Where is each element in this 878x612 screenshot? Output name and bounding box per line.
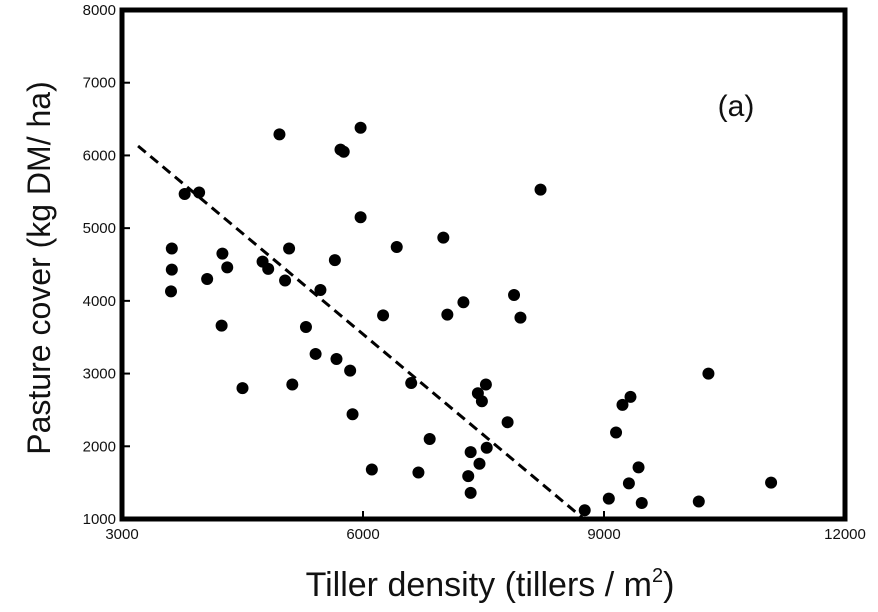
y-tick-label: 2000 <box>83 438 116 455</box>
x-axis-title-main: Tiller density (tillers / m <box>306 566 652 604</box>
axis-ticks: 3000 6000 9000 12000 1000 2000 3000 4000 5000 600… <box>83 2 866 543</box>
data-point <box>602 492 615 505</box>
data-point <box>286 378 299 391</box>
y-tick-label: 3000 <box>83 366 116 383</box>
data-point <box>216 247 229 260</box>
data-point <box>344 364 357 377</box>
data-point <box>299 321 312 334</box>
data-point <box>314 283 327 296</box>
x-tick-label: 9000 <box>587 526 620 543</box>
panel-label: (a) <box>718 90 755 123</box>
data-point <box>309 347 322 360</box>
data-point <box>412 466 425 479</box>
data-point <box>193 186 206 199</box>
data-point <box>390 241 403 254</box>
data-point <box>377 309 390 322</box>
data-point <box>279 274 292 287</box>
y-tick-label: 8000 <box>83 2 116 19</box>
x-axis-title-suffix: ) <box>663 566 674 604</box>
data-point <box>632 461 645 474</box>
trend-line <box>137 144 585 521</box>
data-point <box>610 426 623 439</box>
y-axis-title: Pasture cover (kg DM/ ha) <box>21 81 57 454</box>
y-tick-label: 5000 <box>83 220 116 237</box>
data-point <box>475 395 488 408</box>
plot-area <box>119 7 848 522</box>
data-point <box>405 377 418 390</box>
data-point <box>765 476 778 489</box>
data-point <box>365 463 378 476</box>
x-tick-label: 12000 <box>824 526 866 543</box>
data-point <box>354 211 367 224</box>
data-point <box>165 285 178 298</box>
data-point <box>622 477 635 490</box>
data-point <box>262 262 275 275</box>
data-point <box>501 416 514 429</box>
data-point <box>441 308 454 321</box>
data-point <box>480 441 493 454</box>
data-point <box>337 145 350 158</box>
data-point <box>273 128 286 141</box>
data-point <box>236 382 249 395</box>
data-point <box>616 398 629 411</box>
x-tick-label: 3000 <box>105 526 138 543</box>
data-point <box>346 408 359 421</box>
data-point <box>165 263 178 276</box>
data-point <box>437 231 450 244</box>
data-point <box>462 470 475 483</box>
data-point <box>702 367 715 380</box>
data-point <box>464 486 477 499</box>
data-point <box>692 495 705 508</box>
y-tick-label: 6000 <box>83 147 116 164</box>
data-point <box>354 121 367 134</box>
data-point <box>578 504 591 517</box>
data-point <box>457 296 470 309</box>
x-axis-title-superscript: 2 <box>652 565 663 587</box>
data-point <box>464 446 477 459</box>
data-point <box>635 497 648 510</box>
y-tick-label: 7000 <box>83 75 116 92</box>
data-point <box>283 242 296 255</box>
data-point <box>330 353 343 366</box>
y-tick-label: 4000 <box>83 293 116 310</box>
x-tick-label: 6000 <box>346 526 379 543</box>
data-point <box>514 311 527 324</box>
data-point <box>328 254 341 267</box>
data-point <box>534 183 547 196</box>
data-point <box>201 273 214 286</box>
data-point <box>473 457 486 470</box>
data-point <box>165 242 178 255</box>
data-point <box>624 390 637 403</box>
y-tick-label: 1000 <box>83 511 116 528</box>
data-point <box>508 289 521 302</box>
data-point <box>423 433 436 446</box>
data-point <box>221 261 234 274</box>
data-point <box>178 187 191 200</box>
data-point <box>215 319 228 332</box>
x-axis-title: Tiller density (tillers / m2) <box>306 565 675 604</box>
data-point <box>479 378 492 391</box>
